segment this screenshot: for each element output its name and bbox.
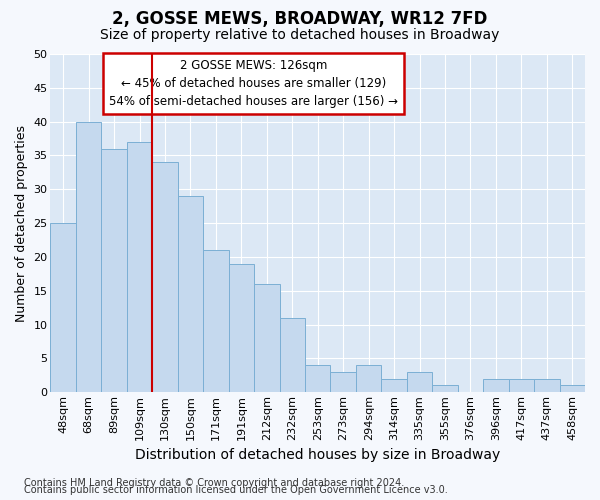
Bar (101, 148, 127, 392)
Bar (229, 264, 254, 392)
Text: Size of property relative to detached houses in Broadway: Size of property relative to detached ho… (100, 28, 500, 42)
Bar (203, 250, 229, 392)
Bar (305, 365, 331, 392)
Bar (560, 386, 585, 392)
Text: Contains public sector information licensed under the Open Government Licence v3: Contains public sector information licen… (24, 485, 448, 495)
Bar (254, 284, 280, 393)
Bar (509, 378, 534, 392)
Bar (178, 196, 203, 392)
Bar (407, 372, 432, 392)
Bar (432, 386, 458, 392)
Bar (483, 378, 509, 392)
Text: 2 GOSSE MEWS: 126sqm
← 45% of detached houses are smaller (129)
54% of semi-deta: 2 GOSSE MEWS: 126sqm ← 45% of detached h… (109, 59, 398, 108)
Bar (382, 378, 407, 392)
X-axis label: Distribution of detached houses by size in Broadway: Distribution of detached houses by size … (135, 448, 500, 462)
Bar (534, 378, 560, 392)
Bar (356, 365, 382, 392)
Text: 2, GOSSE MEWS, BROADWAY, WR12 7FD: 2, GOSSE MEWS, BROADWAY, WR12 7FD (112, 10, 488, 28)
Bar (76, 122, 101, 392)
Bar (280, 318, 305, 392)
Y-axis label: Number of detached properties: Number of detached properties (15, 124, 28, 322)
Bar (127, 142, 152, 393)
Bar (50, 223, 76, 392)
Bar (331, 372, 356, 392)
Text: Contains HM Land Registry data © Crown copyright and database right 2024.: Contains HM Land Registry data © Crown c… (24, 478, 404, 488)
Bar (152, 162, 178, 392)
